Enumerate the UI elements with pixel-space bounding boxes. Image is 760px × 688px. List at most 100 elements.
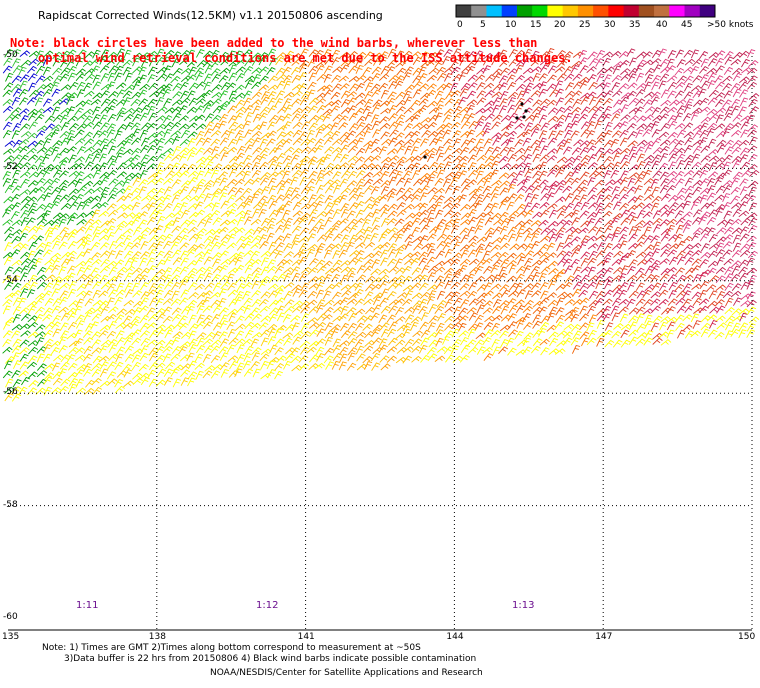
wind-barb: [650, 58, 662, 65]
wind-barb: [707, 260, 719, 268]
wind-barb: [20, 251, 31, 260]
wind-barb: [603, 289, 614, 298]
wind-barb: [434, 104, 444, 113]
wind-barb: [603, 202, 614, 211]
wind-barb: [196, 345, 206, 354]
wind-barb: [164, 73, 174, 82]
wind-barb: [555, 185, 565, 194]
wind-barb: [2, 305, 11, 315]
wind-barb: [106, 225, 116, 234]
wind-barb: [396, 156, 407, 164]
wind-barb: [20, 209, 30, 219]
wind-barb: [732, 322, 741, 332]
wind-barb: [707, 185, 716, 194]
wind-barb: [116, 57, 126, 66]
wind-barb: [178, 227, 189, 236]
wind-barb: [146, 163, 157, 171]
wind-barb: [115, 82, 127, 90]
wind-barb: [467, 249, 477, 258]
wind-barb: [426, 121, 437, 130]
wind-barb: [405, 212, 416, 220]
wind-barb: [187, 138, 197, 147]
wind-barb: [476, 97, 487, 106]
wind-barb: [372, 337, 382, 346]
wind-barb: [524, 290, 534, 300]
wind-barb: [666, 75, 678, 83]
wind-barb: [19, 123, 30, 131]
wind-barb: [580, 257, 590, 267]
wind-barb: [380, 328, 390, 338]
wind-barb: [187, 226, 198, 234]
wind-barb: [475, 138, 485, 148]
wind-barb: [492, 314, 503, 322]
wind-barb: [540, 347, 550, 356]
wind-barb: [60, 122, 70, 131]
wind-barb: [236, 216, 246, 226]
wind-barb: [53, 354, 64, 362]
wind-barb: [100, 49, 110, 58]
wind-barb: [90, 163, 101, 171]
wind-barb: [52, 57, 62, 67]
wind-barb: [195, 273, 205, 283]
wind-barb: [114, 385, 125, 394]
wind-barb: [235, 338, 246, 346]
wind-barb: [668, 194, 679, 203]
wind-barb: [565, 82, 575, 91]
wind-barb: [178, 297, 189, 306]
wind-barb: [540, 193, 551, 201]
longitude-label: 141: [297, 632, 315, 642]
wind-barb: [547, 148, 558, 155]
wind-barb: [283, 360, 292, 370]
wind-barb: [163, 186, 173, 195]
wind-barb: [548, 209, 558, 219]
wind-barb: [388, 113, 398, 122]
wind-barb: [740, 193, 751, 202]
wind-barb: [260, 96, 270, 105]
wind-barb: [436, 169, 445, 179]
wind-barb: [308, 258, 319, 266]
wind-barb: [661, 307, 672, 315]
wind-barb: [28, 112, 38, 121]
wind-barb: [394, 80, 404, 90]
wind-barb: [492, 114, 503, 122]
wind-barb: [722, 180, 733, 188]
wind-barb: [258, 52, 269, 60]
wind-barb: [332, 352, 343, 361]
wind-barb: [650, 322, 660, 332]
wind-barb: [299, 212, 311, 220]
wind-barb: [186, 146, 198, 155]
wind-barb: [395, 120, 405, 130]
wind-barb: [131, 361, 141, 371]
wind-barb: [515, 265, 526, 274]
wind-barb: [316, 299, 326, 308]
wind-barb: [748, 316, 760, 324]
wind-barb: [27, 258, 38, 267]
wind-barb: [252, 154, 262, 163]
wind-barb: [194, 251, 206, 258]
wind-barb: [613, 122, 624, 130]
wind-barb: [155, 209, 164, 219]
wind-barb: [691, 265, 701, 274]
wind-barb: [130, 257, 139, 267]
wind-barb: [124, 265, 136, 273]
wind-barb: [571, 168, 581, 177]
wind-barb: [42, 314, 53, 322]
wind-barb: [60, 312, 70, 321]
wind-barb: [364, 82, 374, 92]
wind-barb: [570, 306, 580, 316]
wind-barb: [660, 123, 670, 132]
wind-barb: [122, 178, 132, 188]
wind-barb: [267, 121, 276, 131]
wind-barb: [573, 139, 584, 147]
wind-barb: [74, 369, 85, 378]
wind-barb: [148, 112, 158, 122]
wind-barb: [300, 105, 311, 114]
wind-barb: [499, 242, 510, 250]
wind-barb: [149, 90, 160, 98]
wind-barb: [18, 297, 27, 307]
wind-barb: [698, 216, 708, 225]
wind-barb: [308, 283, 320, 290]
wind-barb: [491, 179, 502, 187]
wind-barb: [714, 157, 726, 164]
wind-barb: [675, 322, 685, 331]
